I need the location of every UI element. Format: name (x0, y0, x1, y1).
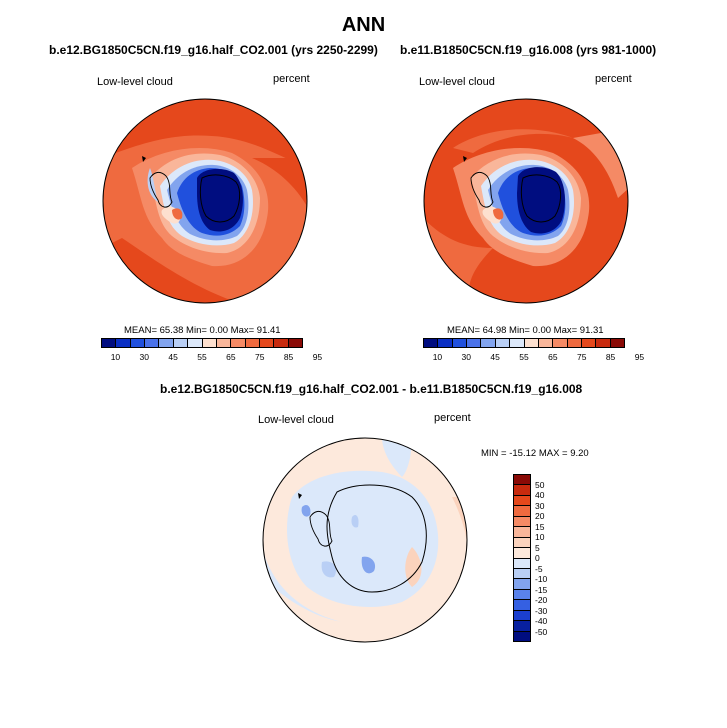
diff-colorbar-swatch (514, 568, 530, 580)
panel1-colorbar-swatch (202, 339, 217, 347)
diff-colorbar-label: 20 (535, 511, 545, 521)
panel1-colorbar-swatch (116, 339, 131, 347)
diff-colorbar-label: 40 (535, 490, 545, 500)
panel2-polar-map (423, 98, 629, 304)
panel2-colorbar-swatch (567, 339, 582, 347)
panel2-colorbar-swatch (510, 339, 525, 347)
panel1-colorbar-swatch (245, 339, 260, 347)
figure-title: ANN (341, 14, 386, 36)
panel1-colorbar-swatch (231, 339, 246, 347)
panel1-colorbar (101, 338, 303, 348)
panel2-colorbar-label: 75 (576, 352, 587, 362)
diff-units-label: percent (434, 412, 471, 424)
diff-colorbar-label: -50 (535, 626, 548, 637)
panel2-case-title: b.e11.B1850C5CN.f19_g16.008 (yrs 981-100… (400, 43, 657, 57)
panel2-colorbar-label: 95 (634, 352, 645, 362)
diff-colorbar-label: 15 (535, 521, 545, 532)
diff-colorbar-ticks: 50 40 30 20 15 10 5 0 -5 -10 -15 -20 -30 -40 -50 (535, 474, 565, 642)
panel2-colorbar-swatch (524, 339, 539, 347)
panel1-colorbar-label: 55 (197, 352, 207, 362)
panel2-colorbar-swatch (438, 339, 453, 347)
panel1-stats: MEAN= 65.38 Min= 0.00 Max= 91.41 (124, 325, 281, 336)
panel2-colorbar-swatch (610, 339, 625, 347)
panel2-colorbar (423, 338, 625, 348)
diff-colorbar-swatch (514, 600, 530, 611)
diff-colorbar-swatch (514, 475, 530, 486)
panel2-stats: MEAN= 64.98 Min= 0.00 Max= 91.31 (447, 325, 604, 336)
panel1-colorbar-label: 10 (110, 352, 121, 362)
panel1-colorbar-swatch (274, 339, 289, 347)
panel2-colorbar-label: 85 (605, 352, 616, 362)
panel1-case-title: b.e12.BG1850C5CN.f19_g16.half_CO2.001 (y… (49, 43, 378, 57)
diff-colorbar-label: -15 (535, 584, 548, 595)
panel1-colorbar-swatch (102, 339, 117, 347)
diff-colorbar-swatch (514, 527, 530, 538)
diff-colorbar-swatch (514, 610, 530, 622)
diff-colorbar-swatch (514, 579, 530, 590)
panel2-colorbar-swatch (553, 339, 568, 347)
diff-colorbar-swatch (514, 558, 530, 569)
panel1-colorbar-swatch (173, 339, 189, 347)
panel2-units-label: percent (595, 73, 632, 85)
panel1-colorbar-label: 85 (283, 352, 294, 362)
diff-colorbar-label: -30 (535, 605, 548, 616)
panel1-colorbar-swatch (130, 339, 146, 347)
panel2-colorbar-label: 55 (519, 352, 529, 362)
diff-colorbar-label: -40 (535, 616, 548, 626)
panel2-colorbar-swatch (581, 339, 597, 347)
panel1-colorbar-swatch (216, 339, 232, 347)
panel2-colorbar-swatch (596, 339, 611, 347)
panel1-colorbar-swatch (288, 339, 303, 347)
panel2-colorbar-swatch (452, 339, 468, 347)
diff-colorbar-swatch (514, 506, 530, 517)
diff-colorbar-swatch (514, 631, 530, 641)
panel1-colorbar-label: 45 (168, 352, 178, 362)
panel1-colorbar-swatch (188, 339, 203, 347)
panel1-colorbar-swatch (159, 339, 174, 347)
panel2-colorbar-swatch (467, 339, 482, 347)
panel2-colorbar-swatch (538, 339, 554, 347)
panel2-colorbar-swatch (495, 339, 511, 347)
diff-colorbar-label: -20 (535, 595, 548, 605)
diff-colorbar-label: -5 (535, 563, 543, 574)
panel1-units-label: percent (273, 73, 310, 85)
diff-variable-label: Low-level cloud (258, 414, 334, 426)
diff-colorbar-swatch (514, 548, 530, 559)
diff-colorbar-label: 0 (535, 553, 540, 563)
diff-colorbar-swatch (514, 621, 530, 632)
panel1-variable-label: Low-level cloud (97, 76, 173, 88)
panel1-colorbar-swatch (145, 339, 160, 347)
diff-colorbar-swatch (514, 589, 530, 601)
diff-colorbar-swatch (514, 495, 530, 507)
diff-colorbar-label: 5 (535, 542, 540, 553)
panel1-colorbar-label: 65 (226, 352, 236, 362)
panel1-polar-map (102, 98, 308, 304)
diff-colorbar-label: -10 (535, 574, 548, 584)
panel1-colorbar-label: 95 (312, 352, 323, 362)
panel2-colorbar-label: 45 (490, 352, 500, 362)
diff-colorbar-swatch (514, 485, 530, 496)
panel2-colorbar-swatch (481, 339, 496, 347)
diff-colorbar (513, 474, 531, 642)
diff-colorbar-label: 10 (535, 532, 545, 542)
panel2-variable-label: Low-level cloud (419, 76, 495, 88)
panel1-colorbar-label: 75 (254, 352, 265, 362)
diff-colorbar-swatch (514, 516, 530, 528)
diff-colorbar-swatch (514, 537, 530, 549)
panel2-colorbar-label: 30 (461, 352, 472, 362)
diff-stats: MIN = -15.12 MAX = 9.20 (481, 448, 589, 459)
diff-case-title: b.e12.BG1850C5CN.f19_g16.half_CO2.001 - … (160, 382, 583, 396)
panel1-colorbar-swatch (259, 339, 275, 347)
diff-colorbar-label: 50 (535, 479, 545, 490)
panel2-colorbar-swatch (424, 339, 439, 347)
panel1-colorbar-label: 30 (139, 352, 150, 362)
diff-colorbar-label: 30 (535, 500, 545, 511)
panel2-colorbar-label: 10 (432, 352, 443, 362)
panel2-colorbar-label: 65 (548, 352, 558, 362)
diff-polar-map (262, 437, 468, 643)
